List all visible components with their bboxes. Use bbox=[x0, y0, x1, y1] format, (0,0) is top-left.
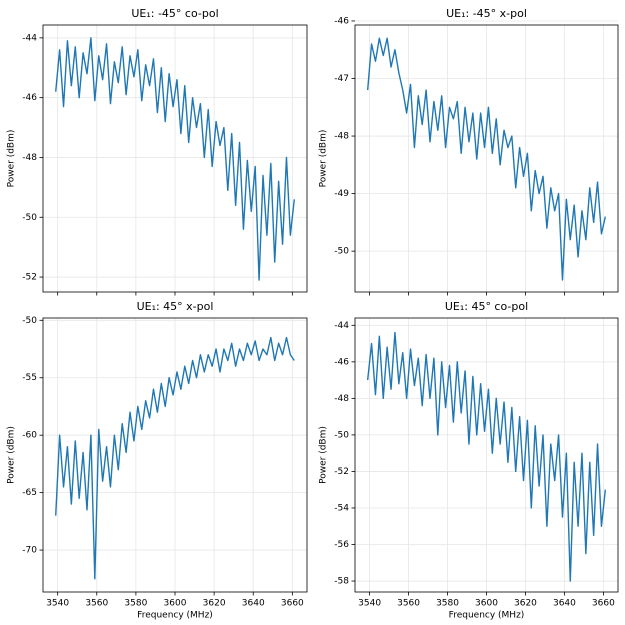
axes-frame bbox=[42, 317, 308, 593]
x-tick-label: 3660 bbox=[592, 599, 615, 609]
axes-frame bbox=[42, 24, 308, 293]
x-tick-label: 3660 bbox=[281, 599, 304, 609]
chart-title: UE₁: 45° co-pol bbox=[445, 300, 528, 313]
x-tick-label: 3540 bbox=[358, 599, 381, 609]
y-tick-label: -48 bbox=[334, 394, 349, 404]
y-tick-label: -70 bbox=[22, 546, 37, 556]
axes-frame bbox=[354, 317, 619, 593]
y-tick-label: -46 bbox=[334, 16, 349, 26]
y-tick-label: -56 bbox=[334, 540, 349, 550]
x-axis-label: Frequency (MHz) bbox=[137, 611, 213, 621]
chart-title: UE₁: -45° x-pol bbox=[446, 7, 527, 20]
x-tick-label: 3580 bbox=[124, 599, 147, 609]
line-series bbox=[366, 331, 607, 582]
y-tick-label: -47 bbox=[334, 74, 349, 84]
y-axis-label: Power (dBm) bbox=[319, 130, 329, 188]
x-axis-label: Frequency (MHz) bbox=[449, 611, 525, 621]
x-tick-label: 3600 bbox=[164, 599, 187, 609]
y-tick-label: -52 bbox=[22, 273, 37, 283]
x-tick-label: 3540 bbox=[46, 599, 69, 609]
y-tick-label: -46 bbox=[22, 93, 37, 103]
y-tick-label: -44 bbox=[22, 33, 37, 43]
y-tick-label: -54 bbox=[334, 503, 349, 513]
axes-frame bbox=[354, 24, 619, 293]
y-tick-label: -48 bbox=[22, 153, 37, 163]
y-axis-label: Power (dBm) bbox=[319, 426, 329, 484]
y-tick-label: -46 bbox=[334, 357, 349, 367]
x-tick-label: 3620 bbox=[514, 599, 537, 609]
y-tick-label: -50 bbox=[22, 316, 37, 326]
x-tick-label: 3640 bbox=[553, 599, 576, 609]
line-series bbox=[55, 37, 295, 281]
x-tick-label: 3620 bbox=[203, 599, 226, 609]
x-tick-label: 3560 bbox=[85, 599, 108, 609]
x-tick-label: 3580 bbox=[436, 599, 459, 609]
y-tick-label: -60 bbox=[22, 431, 37, 441]
y-tick-label: -50 bbox=[334, 247, 349, 257]
chart-title: UE₁: -45° co-pol bbox=[131, 7, 218, 20]
y-tick-label: -48 bbox=[334, 132, 349, 142]
y-tick-label: -49 bbox=[334, 189, 349, 199]
y-axis-label: Power (dBm) bbox=[7, 426, 17, 484]
y-axis-label: Power (dBm) bbox=[7, 130, 17, 188]
y-tick-label: -52 bbox=[334, 467, 349, 477]
line-series bbox=[366, 37, 607, 281]
x-tick-label: 3560 bbox=[397, 599, 420, 609]
line-series bbox=[55, 336, 295, 580]
y-tick-label: -55 bbox=[22, 373, 37, 383]
y-tick-label: -58 bbox=[334, 577, 349, 587]
y-tick-label: -50 bbox=[22, 213, 37, 223]
y-tick-label: -65 bbox=[22, 488, 37, 498]
x-tick-label: 3600 bbox=[475, 599, 498, 609]
x-tick-label: 3640 bbox=[242, 599, 265, 609]
y-tick-label: -50 bbox=[334, 430, 349, 440]
y-tick-label: -44 bbox=[334, 321, 349, 331]
chart-title: UE₁: 45° x-pol bbox=[137, 300, 214, 313]
